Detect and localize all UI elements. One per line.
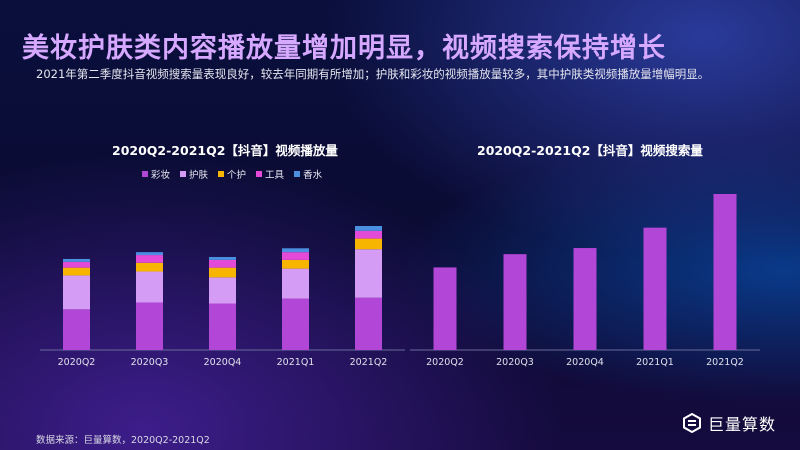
bar-plays-perfume-2020q3 [136, 252, 163, 256]
bar-plays-perfume-2021q2 [355, 226, 382, 231]
logo-text: 巨量算数 [708, 415, 777, 434]
bar-plays-makeup-2020q4 [209, 303, 236, 350]
tick-label-plays-2021q2: 2021Q2 [350, 357, 388, 368]
legend-item-tools: 工具 [256, 167, 284, 181]
legend-label-perfume: 香水 [303, 170, 323, 181]
tick-label-search-2020q2: 2020Q2 [426, 357, 464, 368]
legend-label-makeup: 彩妆 [151, 170, 171, 181]
bar-plays-personal-care-2020q4 [209, 267, 236, 278]
tick-label-search-2020q3: 2020Q3 [496, 357, 534, 368]
bar-plays-tools-2020q2 [63, 261, 90, 268]
tick-label-search-2021q1: 2021Q1 [636, 357, 674, 368]
bar-plays-personal-care-2021q1 [282, 259, 309, 269]
legend-item-perfume: 香水 [294, 167, 322, 181]
bar-search-2020q4 [573, 248, 597, 350]
bar-plays-skincare-2021q1 [282, 268, 309, 299]
brand-logo: 巨量算数 [682, 411, 776, 435]
bar-plays-tools-2020q3 [136, 255, 163, 263]
data-source: 数据来源：巨量算数，2020Q2-2021Q2 [36, 435, 210, 446]
bar-plays-makeup-2021q2 [355, 297, 382, 350]
bar-plays-makeup-2021q1 [282, 298, 309, 350]
bar-plays-skincare-2021q2 [355, 249, 382, 298]
bar-plays-skincare-2020q4 [209, 277, 236, 304]
bar-plays-tools-2021q1 [282, 252, 309, 260]
bar-plays-tools-2020q4 [209, 259, 236, 268]
chart-title-search: 2020Q2-2021Q2【抖音】视频搜索量 [477, 143, 703, 158]
bar-search-2020q3 [503, 254, 527, 350]
bar-plays-personal-care-2020q3 [136, 262, 163, 272]
legend-label-tools: 工具 [265, 170, 285, 181]
logo-icon [683, 413, 701, 433]
bar-plays-perfume-2021q1 [282, 248, 309, 253]
legend-swatch-personal-care [218, 171, 225, 177]
tick-label-search-2020q4: 2020Q4 [566, 357, 604, 368]
page-title: 美妆护肤类内容播放量增加明显，视频搜索保持增长 [22, 33, 666, 64]
legend-swatch-tools [256, 171, 263, 177]
legend-item-skincare: 护肤 [180, 167, 208, 181]
bar-search-2020q2 [433, 267, 457, 350]
bar-plays-perfume-2020q2 [63, 258, 90, 262]
bar-plays-makeup-2020q3 [136, 302, 163, 350]
page-subtitle: 2021年第二季度抖音视频搜索量表现良好，较去年同期有所增加；护肤和彩妆的视频播… [36, 67, 710, 81]
bar-plays-personal-care-2020q2 [63, 267, 90, 276]
legend-swatch-skincare [180, 171, 187, 177]
bar-plays-tools-2021q2 [355, 230, 382, 239]
bar-search-2021q1 [643, 227, 667, 350]
legend: 彩妆 护肤 个护 工具 香水 [142, 167, 322, 181]
bar-search-2021q2 [713, 194, 737, 350]
legend-swatch-perfume [294, 171, 301, 177]
tick-label-search-2021q2: 2021Q2 [706, 357, 744, 368]
tick-label-plays-2020q3: 2020Q3 [131, 357, 169, 368]
bar-plays-perfume-2020q4 [209, 257, 236, 260]
chart-title-plays: 2020Q2-2021Q2【抖音】视频播放量 [112, 143, 338, 158]
legend-label-personal-care: 个护 [227, 170, 247, 181]
tick-label-plays-2020q4: 2020Q4 [204, 357, 242, 368]
legend-item-personal-care: 个护 [218, 167, 246, 181]
bar-plays-makeup-2020q2 [63, 309, 90, 350]
tick-label-plays-2021q1: 2021Q1 [277, 357, 315, 368]
bar-plays-personal-care-2021q2 [355, 238, 382, 250]
bar-plays-skincare-2020q3 [136, 271, 163, 303]
bar-plays-skincare-2020q2 [63, 275, 90, 310]
legend-swatch-makeup [142, 171, 148, 177]
legend-label-skincare: 护肤 [189, 170, 209, 181]
tick-label-plays-2020q2: 2020Q2 [58, 357, 96, 368]
legend-item-makeup: 彩妆 [142, 167, 170, 181]
